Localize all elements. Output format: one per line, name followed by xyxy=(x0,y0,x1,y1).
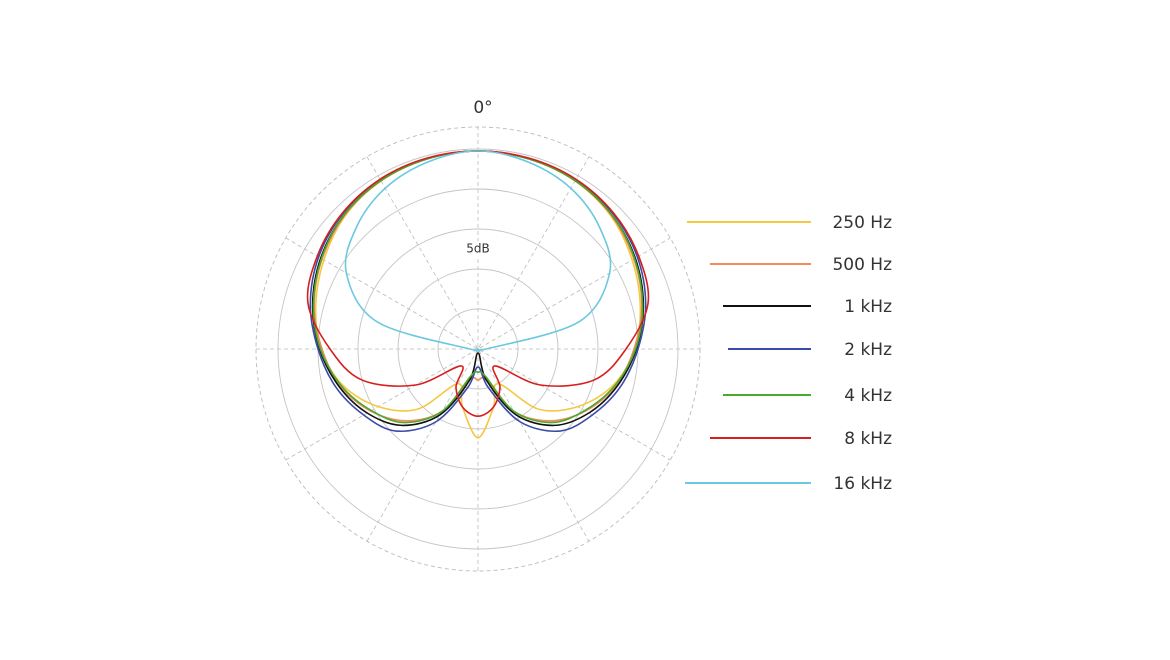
polar-curve xyxy=(344,150,612,352)
legend-label: 250 Hz xyxy=(832,213,892,233)
outer-ring xyxy=(255,126,701,572)
legend-label: 4 kHz xyxy=(844,386,892,406)
legend: 250 Hz 500 Hz 1 kHz 2 kHz 4 kHz 8 kHz 16 kHz xyxy=(685,213,892,494)
r-label: 5dB xyxy=(466,242,489,256)
r-label-bg xyxy=(461,241,495,257)
grid-ring xyxy=(357,228,599,470)
curves xyxy=(306,150,650,439)
legend-label: 2 kHz xyxy=(844,340,892,360)
spoke xyxy=(366,156,590,542)
polar-curve xyxy=(306,150,650,418)
grid-ring xyxy=(277,148,679,550)
polar-curve xyxy=(314,150,642,439)
legend-label: 16 kHz xyxy=(833,474,892,494)
polar-curve xyxy=(312,150,644,424)
spoke xyxy=(285,237,671,461)
legend-label: 8 kHz xyxy=(844,429,892,449)
spoke xyxy=(285,237,671,461)
grid-ring xyxy=(397,268,559,430)
angle-label: 0° xyxy=(473,98,492,118)
legend-label: 1 kHz xyxy=(844,297,892,317)
legend-label: 500 Hz xyxy=(832,255,892,275)
spoke xyxy=(366,156,590,542)
polar-curve xyxy=(309,150,647,433)
grid-ring xyxy=(437,308,519,390)
